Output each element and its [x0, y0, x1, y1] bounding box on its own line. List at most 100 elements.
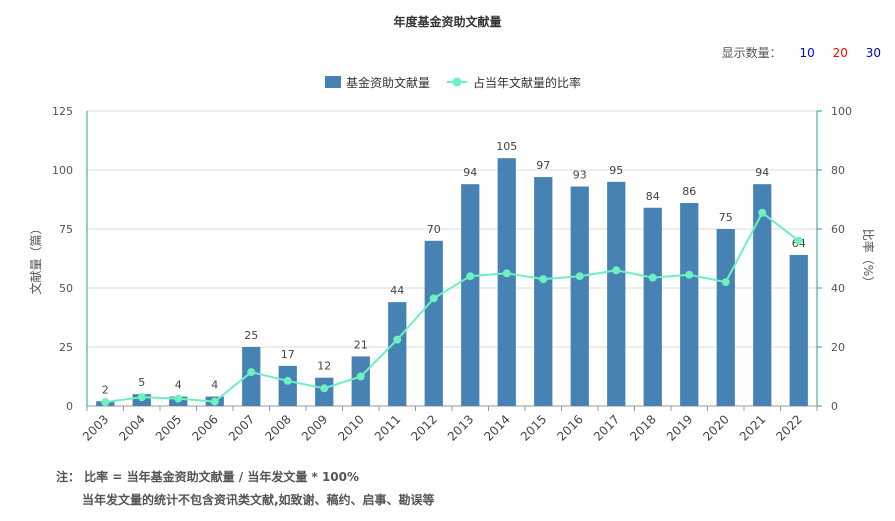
ratio-point-2011	[393, 335, 402, 344]
note-exclusion: 当年发文量的统计不包含资讯类文献,如致谢、稿约、启事、勘误等	[82, 493, 435, 507]
y-right-tick-label: 20	[831, 341, 845, 354]
bar-2021	[753, 184, 772, 406]
ratio-point-2004	[137, 393, 146, 402]
bar-value-label: 4	[211, 379, 218, 392]
bar-value-label: 44	[390, 284, 404, 297]
x-tick-label: 2004	[116, 412, 147, 443]
bar-2018	[643, 207, 662, 406]
y-tick-label: 50	[59, 282, 73, 295]
bar-value-label: 4	[175, 379, 182, 392]
count-option-10[interactable]: 10	[799, 46, 815, 60]
bar-value-label: 86	[682, 185, 696, 198]
bar-2013	[461, 184, 480, 406]
bar-2015	[534, 177, 553, 406]
legend-line-label: 占当年文献量的比率	[473, 75, 581, 90]
bar-value-label: 12	[317, 360, 331, 373]
bar-2020	[716, 229, 735, 406]
x-tick-label: 2012	[408, 412, 439, 443]
y-axis-title: 文献量（篇）	[28, 222, 43, 294]
ratio-point-2006	[210, 397, 219, 406]
bar-value-label: 75	[719, 211, 733, 224]
bar-value-label: 105	[496, 140, 517, 153]
ratio-line	[105, 211, 800, 404]
ratio-point-2022	[794, 236, 803, 245]
y-tick-label: 0	[66, 400, 73, 413]
x-tick-label: 2021	[737, 412, 768, 443]
bar-value-label: 94	[463, 166, 477, 179]
y-right-tick-label: 80	[831, 164, 845, 177]
legend-bar-label: 基金资助文献量	[346, 75, 430, 90]
y-tick-label: 100	[52, 164, 73, 177]
y-tick-label: 125	[52, 105, 73, 118]
y-right-tick-label: 60	[831, 223, 845, 236]
x-tick-label: 2005	[153, 412, 184, 443]
x-tick-label: 2008	[262, 412, 293, 443]
ratio-point-2020	[721, 278, 730, 287]
ratio-point-2009	[320, 384, 329, 393]
bar-2010	[351, 356, 370, 406]
legend-bar-swatch	[325, 76, 341, 88]
y-tick-label: 25	[59, 341, 73, 354]
ratio-point-2017	[612, 266, 621, 275]
ratio-point-2007	[247, 368, 256, 377]
ratio-point-2021	[758, 208, 767, 217]
bar-2014	[497, 158, 516, 406]
x-tick-label: 2020	[700, 412, 731, 443]
legend-line-marker	[452, 77, 462, 87]
ratio-point-2019	[685, 270, 694, 279]
bar-value-label: 21	[354, 338, 368, 351]
ratio-point-2010	[356, 372, 365, 381]
y-tick-label: 75	[59, 223, 73, 236]
display-count-selector: 显示数量： 10 20 30	[722, 44, 881, 61]
bar-value-label: 94	[755, 166, 769, 179]
note-formula: 注： 比率 = 当年基金资助文献量 / 当年发文量 * 100%	[56, 470, 360, 484]
y-right-tick-label: 40	[831, 282, 845, 295]
bar-value-label: 25	[244, 329, 258, 342]
bar-value-label: 2	[102, 383, 109, 396]
count-option-30[interactable]: 30	[865, 46, 881, 60]
bar-2007	[242, 347, 261, 406]
x-tick-label: 2014	[481, 412, 512, 443]
x-tick-label: 2003	[80, 412, 111, 443]
bar-value-label: 17	[281, 348, 295, 361]
x-tick-label: 2013	[445, 412, 476, 443]
bar-2022	[789, 254, 808, 406]
bar-2017	[607, 181, 626, 406]
x-tick-label: 2022	[773, 412, 804, 443]
ratio-point-2005	[174, 394, 183, 403]
x-tick-label: 2016	[554, 412, 585, 443]
count-option-20[interactable]: 20	[832, 46, 848, 60]
y-right-tick-label: 0	[831, 400, 838, 413]
bar-value-label: 70	[427, 223, 441, 236]
ratio-point-2016	[575, 272, 584, 281]
bar-2016	[570, 186, 589, 406]
bar-value-label: 5	[138, 376, 145, 389]
x-tick-label: 2011	[372, 412, 403, 443]
bar-value-label: 93	[573, 169, 587, 182]
ratio-point-2015	[539, 275, 548, 284]
y-right-axis-title: 比率（%）	[861, 229, 876, 288]
bar-2008	[278, 365, 297, 406]
x-tick-label: 2018	[627, 412, 658, 443]
bar-value-label: 95	[609, 164, 623, 177]
x-tick-label: 2006	[189, 412, 220, 443]
x-tick-label: 2019	[664, 412, 695, 443]
bar-2012	[424, 240, 443, 406]
x-tick-label: 2017	[591, 412, 622, 443]
x-tick-label: 2010	[335, 412, 366, 443]
y-right-tick-label: 100	[831, 105, 852, 118]
x-tick-label: 2009	[299, 412, 330, 443]
x-tick-label: 2015	[518, 412, 549, 443]
x-tick-label: 2007	[226, 412, 257, 443]
bar-2019	[680, 203, 699, 406]
ratio-point-2018	[648, 273, 657, 282]
ratio-point-2013	[466, 272, 475, 281]
display-count-label: 显示数量：	[721, 46, 782, 60]
ratio-point-2008	[283, 376, 292, 385]
bar-value-label: 84	[646, 190, 660, 203]
bar-value-label: 97	[536, 159, 550, 172]
ratio-point-2012	[429, 294, 438, 303]
ratio-point-2003	[101, 398, 110, 407]
bar-2011	[388, 302, 407, 406]
